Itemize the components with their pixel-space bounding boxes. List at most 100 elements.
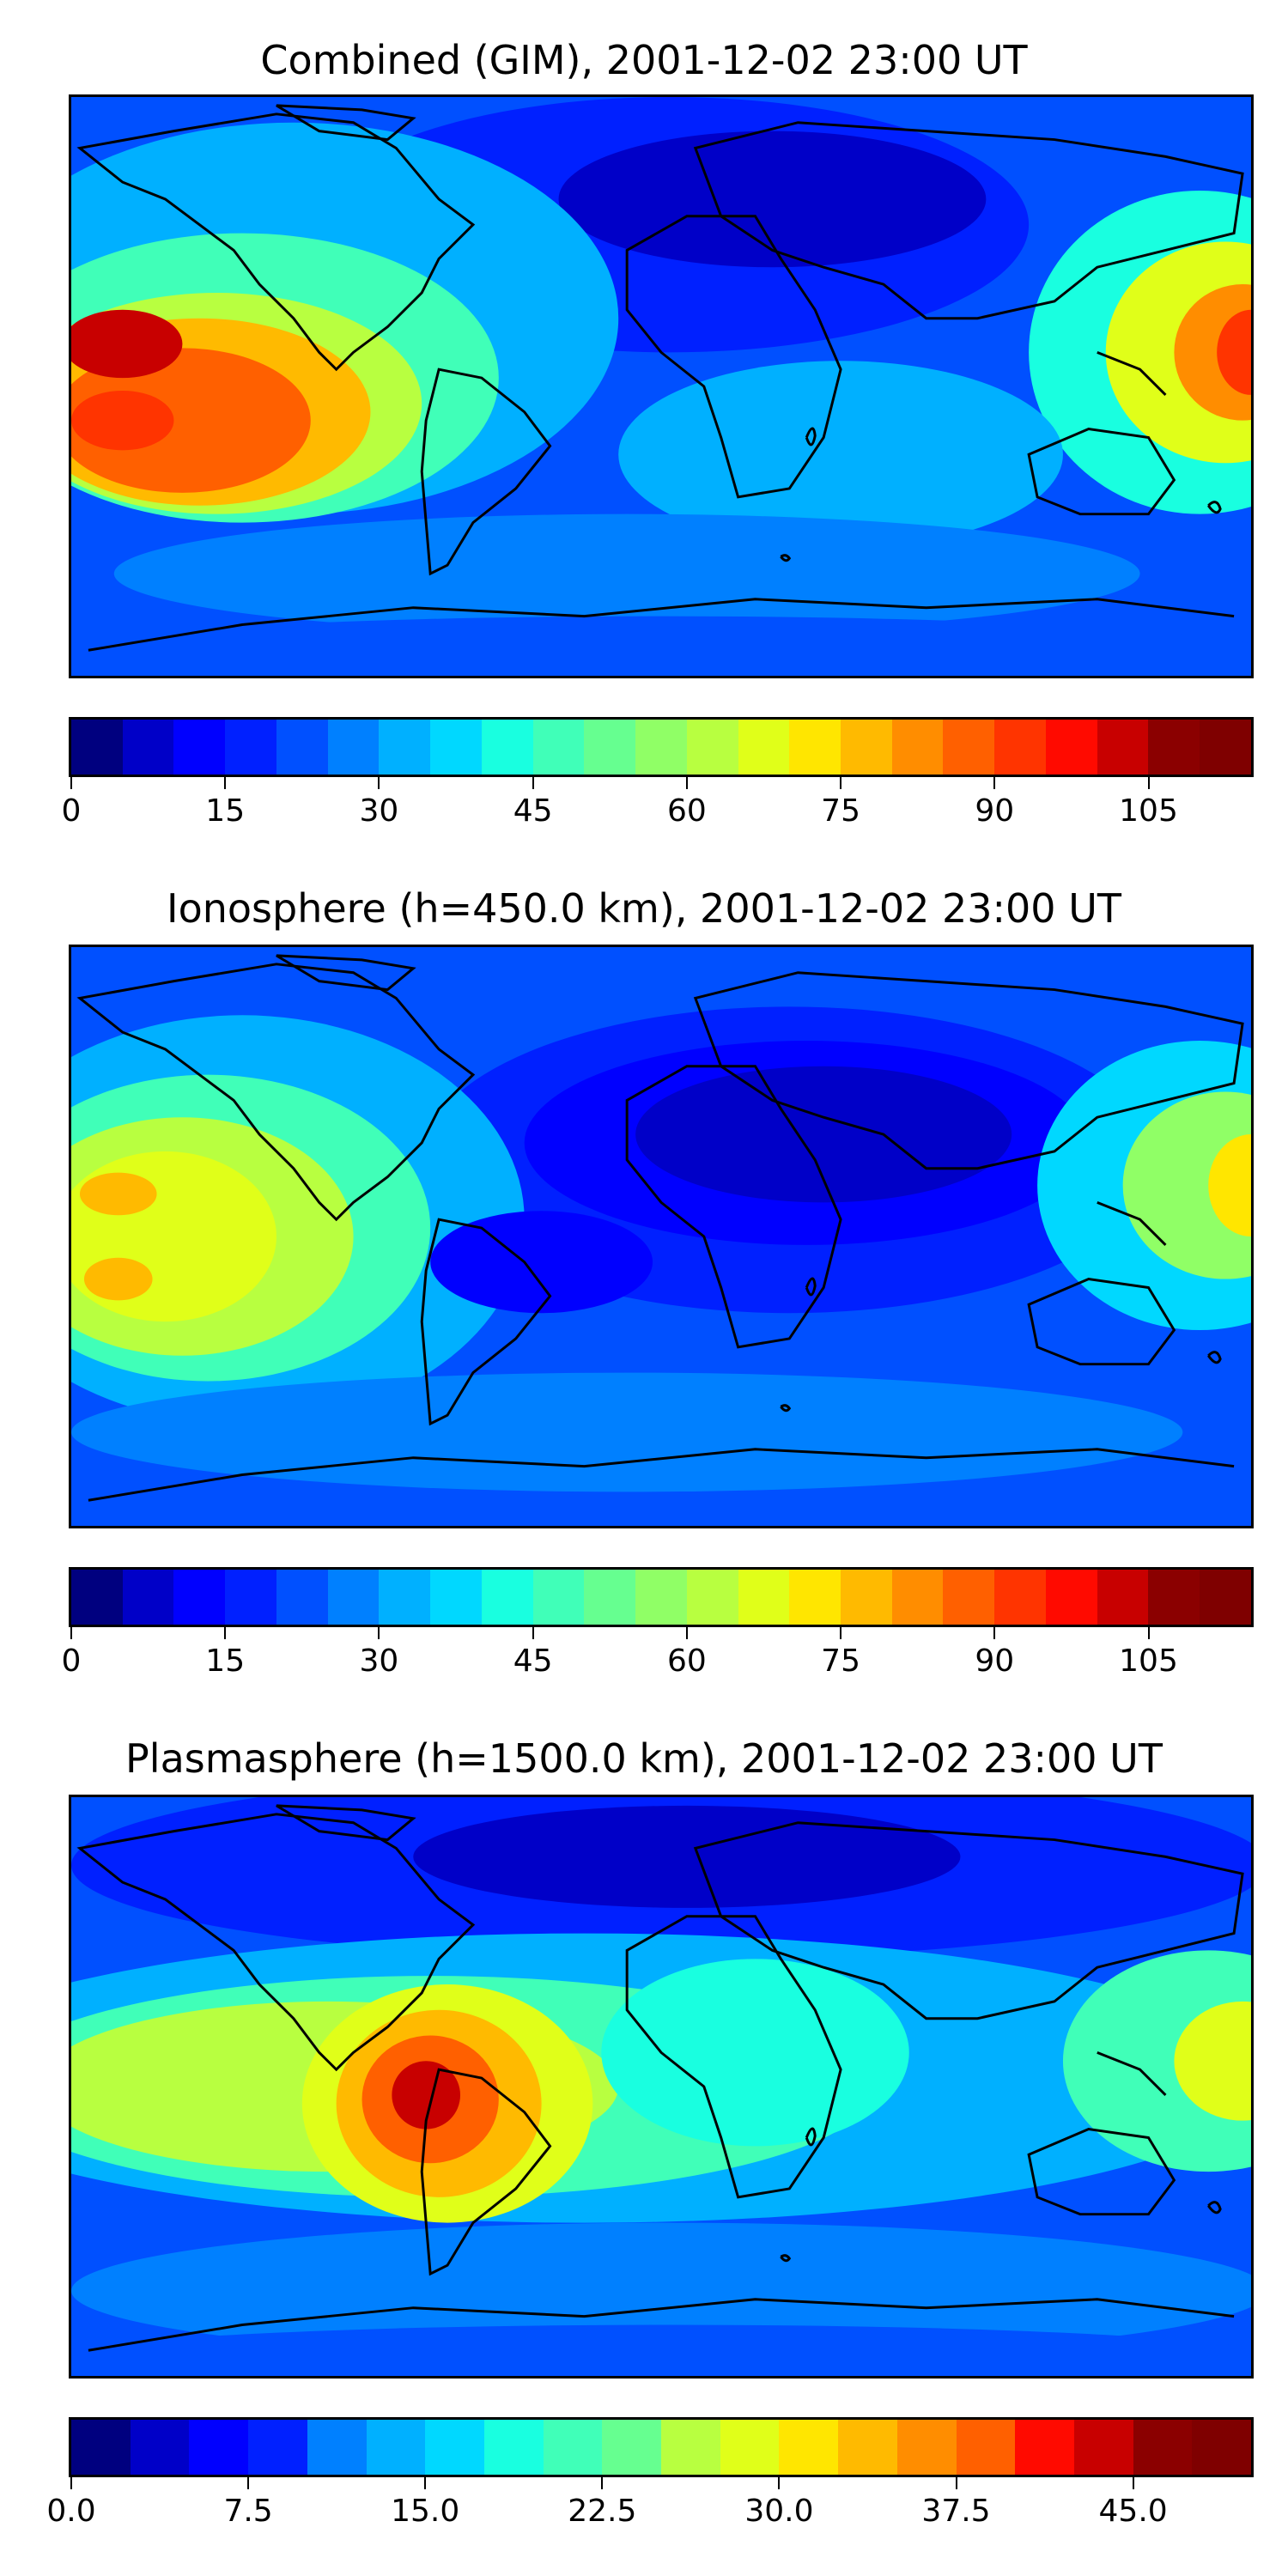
colorbar-segment — [1148, 720, 1200, 775]
colorbar-segment — [661, 2420, 720, 2475]
colorbar-tick — [1132, 2477, 1134, 2489]
colorbar-tick-label: 15 — [205, 1643, 246, 1679]
colorbar-tick — [70, 1627, 72, 1639]
colorbar-segment — [738, 720, 790, 775]
panel-2-contour-field — [71, 947, 1251, 1526]
colorbar-segment — [943, 1570, 995, 1625]
panel-3-map — [69, 1795, 1254, 2379]
colorbar-segment — [71, 1570, 123, 1625]
colorbar-segment — [1045, 720, 1097, 775]
colorbar-tick — [601, 2477, 604, 2489]
panel-2-map — [69, 945, 1254, 1528]
colorbar-segment — [789, 720, 841, 775]
panel-2-colorbar — [69, 1567, 1254, 1627]
colorbar-segment — [1148, 1570, 1200, 1625]
colorbar-tick — [224, 777, 227, 789]
colorbar-segment — [838, 2420, 897, 2475]
colorbar-tick-label: 30 — [359, 793, 399, 829]
colorbar-segment — [483, 2420, 544, 2475]
colorbar-tick-label: 30.0 — [744, 2494, 814, 2529]
colorbar-segment — [430, 1570, 482, 1625]
colorbar-segment — [1073, 2420, 1133, 2475]
colorbar-segment — [430, 720, 482, 775]
colorbar-segment — [307, 2420, 367, 2475]
colorbar-tick — [1147, 777, 1150, 789]
colorbar-segment — [943, 720, 995, 775]
colorbar-segment — [532, 1570, 585, 1625]
colorbar-segment — [425, 2420, 484, 2475]
colorbar-segment — [841, 1570, 892, 1625]
colorbar-tick — [685, 1627, 688, 1639]
colorbar-segment — [366, 2420, 426, 2475]
colorbar-tick-label: 22.5 — [568, 2494, 637, 2529]
colorbar-segment — [71, 2420, 131, 2475]
colorbar-segment — [789, 1570, 841, 1625]
colorbar-tick — [70, 777, 72, 789]
colorbar-segment — [276, 1570, 328, 1625]
colorbar-segment — [1200, 1570, 1251, 1625]
colorbar-segment — [891, 1570, 944, 1625]
colorbar-segment — [841, 720, 892, 775]
colorbar-segment — [130, 2420, 190, 2475]
colorbar-segment — [379, 1570, 431, 1625]
colorbar-segment — [173, 1570, 226, 1625]
colorbar-segment — [779, 2420, 839, 2475]
panel-3-contour-field — [71, 1797, 1251, 2376]
colorbar-tick — [685, 777, 688, 789]
colorbar-segment — [1015, 2420, 1074, 2475]
colorbar-segment — [225, 720, 276, 775]
colorbar-segment — [1097, 1570, 1149, 1625]
panel-1-colorbar — [69, 717, 1254, 777]
colorbar-tick-label: 37.5 — [921, 2494, 991, 2529]
colorbar-tick-label: 60 — [666, 793, 707, 829]
colorbar-tick — [532, 1627, 534, 1639]
colorbar-tick-label: 105 — [1119, 793, 1178, 829]
colorbar-segment — [1192, 2420, 1252, 2475]
colorbar-tick-label: 60 — [666, 1643, 707, 1679]
colorbar-tick-label: 90 — [975, 793, 1015, 829]
colorbar-segment — [327, 720, 380, 775]
colorbar-segment — [543, 2420, 603, 2475]
colorbar-tick-label: 45.0 — [1098, 2494, 1168, 2529]
colorbar-tick — [993, 777, 996, 789]
colorbar-segment — [225, 1570, 276, 1625]
colorbar-segment — [1045, 1570, 1097, 1625]
colorbar-tick — [424, 2477, 427, 2489]
colorbar-segment — [1097, 720, 1149, 775]
colorbar-tick — [247, 2477, 250, 2489]
panel-1-title: Combined (GIM), 2001-12-02 23:00 UT — [260, 37, 1028, 83]
colorbar-segment — [481, 1570, 533, 1625]
colorbar-segment — [1200, 720, 1251, 775]
colorbar-segment — [635, 720, 687, 775]
colorbar-segment — [602, 2420, 662, 2475]
colorbar-tick-label: 45 — [513, 793, 553, 829]
colorbar-tick-label: 15.0 — [391, 2494, 460, 2529]
colorbar-segment — [635, 1570, 687, 1625]
colorbar-tick-label: 75 — [821, 793, 860, 829]
colorbar-tick — [1147, 1627, 1150, 1639]
panel-2-title: Ionosphere (h=450.0 km), 2001-12-02 23:0… — [167, 885, 1121, 932]
colorbar-segment — [481, 720, 533, 775]
colorbar-segment — [248, 2420, 307, 2475]
colorbar-segment — [532, 720, 585, 775]
colorbar-segment — [956, 2420, 1016, 2475]
colorbar-tick-label: 7.5 — [223, 2494, 273, 2529]
colorbar-tick-label: 0 — [61, 1643, 82, 1679]
colorbar-tick — [993, 1627, 996, 1639]
colorbar-segment — [327, 1570, 380, 1625]
colorbar-segment — [994, 720, 1046, 775]
colorbar-segment — [379, 720, 431, 775]
panel-3-title: Plasmasphere (h=1500.0 km), 2001-12-02 2… — [125, 1735, 1163, 1782]
colorbar-tick — [955, 2477, 957, 2489]
colorbar-tick — [378, 1627, 380, 1639]
colorbar-tick-label: 105 — [1119, 1643, 1178, 1679]
colorbar-segment — [738, 1570, 790, 1625]
colorbar-tick-label: 30 — [359, 1643, 399, 1679]
colorbar-segment — [891, 720, 944, 775]
colorbar-tick — [70, 2477, 72, 2489]
colorbar-tick-label: 90 — [975, 1643, 1015, 1679]
panel-3-colorbar-ticks: 0.0 7.5 15.0 22.5 30.0 37.5 45.0 — [46, 2477, 1254, 2529]
colorbar-tick — [778, 2477, 781, 2489]
colorbar-segment — [686, 1570, 738, 1625]
colorbar-tick-label: 45 — [513, 1643, 553, 1679]
